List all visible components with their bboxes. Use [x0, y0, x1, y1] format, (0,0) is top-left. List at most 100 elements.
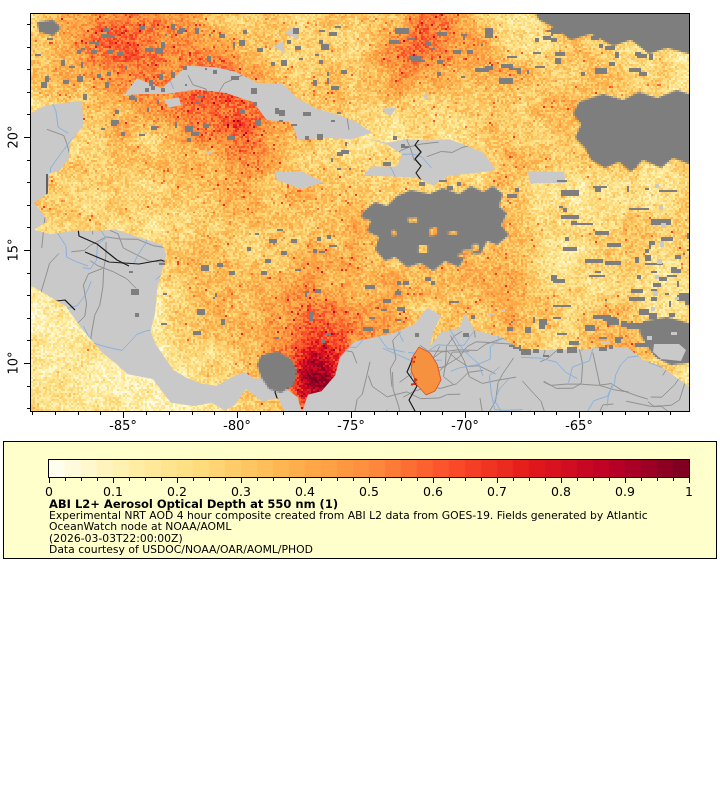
- x-axis-label: -70°: [451, 419, 479, 434]
- axis-tick: [123, 412, 124, 418]
- colorbar-tick: [65, 478, 66, 481]
- legend-line: Data courtesy of USDOC/NOAA/OAR/AOML/PHO…: [49, 543, 313, 557]
- axis-tick: [24, 137, 30, 138]
- axis-tick: [579, 412, 580, 418]
- axis-tick: [24, 363, 30, 364]
- axis-tick: [214, 412, 215, 415]
- colorbar-tick-label: 0.6: [423, 484, 443, 499]
- axis-tick: [27, 47, 30, 48]
- colorbar-tick: [401, 478, 402, 481]
- axis-tick: [27, 318, 30, 319]
- aod-map-canvas: [31, 14, 689, 411]
- axis-tick: [602, 412, 603, 415]
- colorbar: [48, 459, 690, 478]
- axis-tick: [306, 412, 307, 415]
- colorbar-tick: [97, 478, 98, 481]
- axis-tick: [27, 295, 30, 296]
- colorbar-tick: [369, 478, 370, 483]
- colorbar-tick: [225, 478, 226, 481]
- colorbar-tick: [49, 478, 50, 483]
- axis-tick: [283, 412, 284, 415]
- colorbar-tick-label: 1: [685, 484, 693, 499]
- legend-box: 0 0.1 0.2 0.3 0.4 0.5 0.6 0.7 0.8 0.9 1 ABI L2+ Ae…: [3, 441, 717, 559]
- axis-tick: [27, 205, 30, 206]
- colorbar-tick: [337, 478, 338, 481]
- axis-tick: [55, 412, 56, 415]
- colorbar-tick: [193, 478, 194, 481]
- colorbar-tick: [545, 478, 546, 481]
- colorbar-tick: [561, 478, 562, 483]
- axis-tick: [27, 273, 30, 274]
- axis-tick: [78, 412, 79, 415]
- colorbar-tick: [625, 478, 626, 483]
- colorbar-tick: [321, 478, 322, 481]
- map-frame: [30, 13, 690, 412]
- colorbar-tick: [529, 478, 530, 481]
- axis-tick: [374, 412, 375, 415]
- axis-tick: [27, 160, 30, 161]
- colorbar-tick: [593, 478, 594, 481]
- colorbar-tick: [113, 478, 114, 483]
- legend-line: OceanWatch node at NOAA/AOML: [49, 520, 232, 534]
- axis-tick: [442, 412, 443, 415]
- axis-tick: [670, 412, 671, 415]
- colorbar-tick: [449, 478, 450, 481]
- colorbar-tick: [417, 478, 418, 481]
- y-axis-label: 15°: [6, 238, 22, 262]
- colorbar-tick-label: 0.9: [615, 484, 635, 499]
- axis-tick: [260, 412, 261, 415]
- legend-text: ABI L2+ Aerosol Optical Depth at 550 nm …: [49, 498, 699, 556]
- colorbar-tick: [481, 478, 482, 481]
- axis-tick: [27, 386, 30, 387]
- axis-tick: [237, 412, 238, 418]
- colorbar-tick: [609, 478, 610, 481]
- axis-tick: [27, 24, 30, 25]
- colorbar-tick-label: 0.8: [551, 484, 571, 499]
- colorbar-tick: [577, 478, 578, 481]
- colorbar-tick: [209, 478, 210, 481]
- legend-line: Experimental NRT AOD 4 hour composite cr…: [49, 509, 648, 522]
- axis-tick: [24, 250, 30, 251]
- axis-tick: [648, 412, 649, 415]
- legend-line: (2026-03-03T22:00:00Z): [49, 531, 183, 545]
- legend-lines: Experimental NRT AOD 4 hour composite cr…: [49, 510, 699, 556]
- colorbar-tick: [177, 478, 178, 483]
- x-axis-label: -85°: [109, 419, 137, 434]
- y-axis-label: 20°: [6, 125, 22, 149]
- colorbar-tick: [257, 478, 258, 481]
- colorbar-tick-label: 0.5: [359, 484, 379, 499]
- colorbar-tick-label: 0.2: [167, 484, 187, 499]
- colorbar-tick: [465, 478, 466, 481]
- axis-tick: [420, 412, 421, 415]
- colorbar-tick-label: 0.1: [103, 484, 123, 499]
- colorbar-tick: [353, 478, 354, 481]
- x-axis-label: -75°: [337, 419, 365, 434]
- colorbar-tick: [305, 478, 306, 483]
- axis-tick: [146, 412, 147, 415]
- axis-tick: [556, 412, 557, 415]
- colorbar-tick: [273, 478, 274, 481]
- colorbar-tick: [161, 478, 162, 481]
- colorbar-tick: [497, 478, 498, 483]
- axis-tick: [169, 412, 170, 415]
- axis-tick: [351, 412, 352, 418]
- axis-tick: [27, 92, 30, 93]
- axis-tick: [32, 412, 33, 415]
- colorbar-tick-label: 0: [45, 484, 53, 499]
- axis-tick: [534, 412, 535, 415]
- x-axis-label: -65°: [565, 419, 593, 434]
- axis-tick: [27, 69, 30, 70]
- colorbar-tick: [673, 478, 674, 481]
- colorbar-tick: [145, 478, 146, 481]
- colorbar-tick: [81, 478, 82, 481]
- colorbar-tick: [433, 478, 434, 483]
- colorbar-tick: [289, 478, 290, 481]
- colorbar-tick: [241, 478, 242, 483]
- y-axis-label: 10°: [6, 351, 22, 375]
- axis-tick: [27, 227, 30, 228]
- colorbar-tick: [385, 478, 386, 481]
- colorbar-tick: [689, 478, 690, 483]
- axis-tick: [625, 412, 626, 415]
- colorbar-tick: [641, 478, 642, 481]
